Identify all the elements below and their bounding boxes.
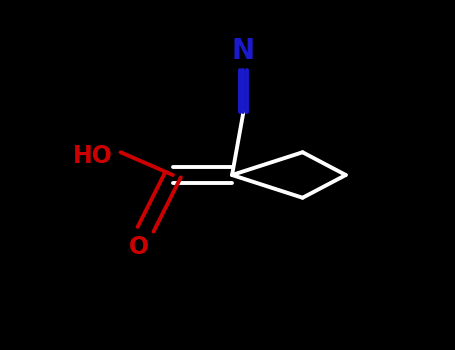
- Text: N: N: [232, 37, 255, 65]
- Text: O: O: [129, 235, 149, 259]
- Text: HO: HO: [73, 144, 113, 168]
